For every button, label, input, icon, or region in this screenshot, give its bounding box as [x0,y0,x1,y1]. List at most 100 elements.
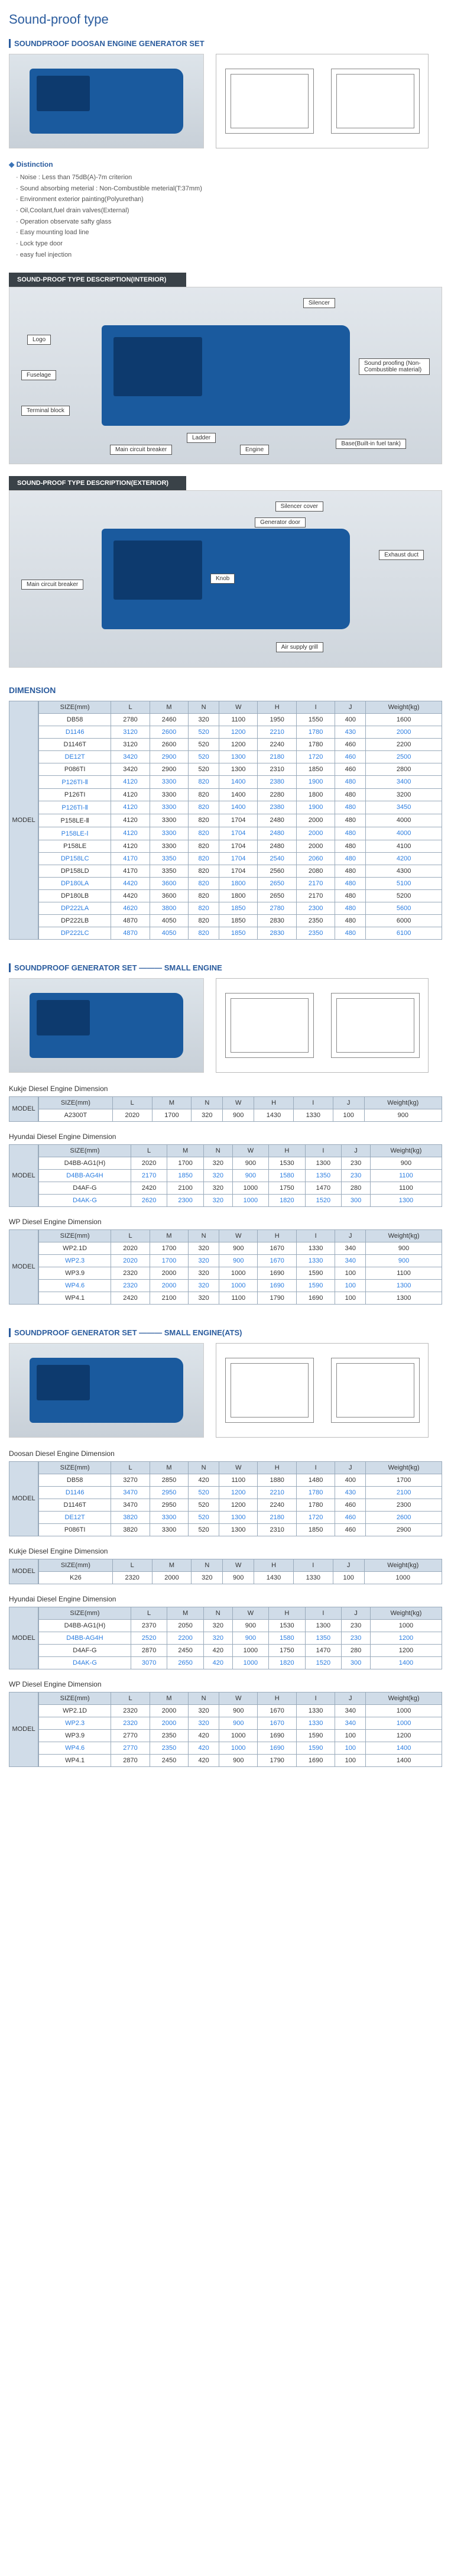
data-cell: 1590 [296,1279,335,1292]
data-cell: 2480 [258,827,296,840]
data-cell: 100 [335,1279,366,1292]
data-cell: 420 [189,1742,219,1754]
data-cell: 3300 [150,801,188,814]
data-cell: 1000 [232,1182,269,1194]
table-header: H [254,1559,294,1571]
data-cell: 4420 [111,889,150,902]
table-header: SIZE(mm) [39,701,111,713]
data-cell: 1690 [296,1754,335,1766]
schematic-side [225,69,314,134]
size-cell: D4BB-AG1(H) [39,1619,131,1632]
data-cell: 4120 [111,788,150,801]
data-cell: 320 [203,1619,232,1632]
table-header: N [203,1144,232,1157]
schematic-side-small [225,993,314,1058]
data-cell: 3400 [366,775,442,788]
size-cell: P086TI [39,763,111,775]
data-cell: 460 [335,763,366,775]
generator-illustration [30,69,183,134]
table-header: N [189,1461,219,1474]
data-cell: 2370 [131,1619,167,1632]
data-cell: 1330 [296,1704,335,1717]
table-row: D4AK-G307026504201000182015203001400 [39,1656,442,1669]
data-cell: 2780 [111,713,150,726]
table-header: Weight(kg) [364,1559,442,1571]
callout-mcb-ext: Main circuit breaker [21,580,83,590]
data-cell: 340 [335,1242,366,1254]
size-cell: P158LE-Ⅱ [39,814,111,827]
data-cell: 1704 [219,865,258,877]
table-header: N [192,1559,223,1571]
doosan-ats-wrap: MODEL SIZE(mm)LMNWHIJWeight(kg)DB5832702… [9,1461,442,1536]
size-cell: DB58 [39,1474,111,1486]
data-cell: 320 [203,1157,232,1169]
table-header: L [111,1229,150,1242]
data-cell: 4120 [111,801,150,814]
table-header: W [219,1692,258,1704]
data-cell: 4120 [111,827,150,840]
size-cell: D4AF-G [39,1182,131,1194]
size-cell: WP3.9 [39,1729,111,1742]
data-cell: 2000 [150,1279,188,1292]
data-cell: 2870 [111,1754,150,1766]
hyundai-header: Hyundai Diesel Engine Dimension [9,1132,442,1141]
data-cell: 820 [189,840,219,852]
data-cell: 1704 [219,827,258,840]
table-header: I [293,1096,333,1109]
data-cell: 2170 [131,1169,167,1182]
table-row: D4BB-AG4H21701850320900158013502301100 [39,1169,442,1182]
data-cell: 2080 [296,865,335,877]
data-cell: 4000 [366,827,442,840]
data-cell: 320 [203,1632,232,1644]
data-cell: 2000 [150,1267,188,1279]
data-cell: 230 [342,1157,371,1169]
distinction-item: Noise : Less than 75dB(A)-7m criterion [16,172,442,183]
data-cell: 820 [189,814,219,827]
data-cell: 1670 [258,1242,296,1254]
data-cell: 320 [192,1571,223,1584]
table-header: J [333,1559,364,1571]
data-cell: 820 [189,827,219,840]
data-cell: 100 [333,1571,364,1584]
distinction-header: Distinction [9,160,442,169]
table-header: W [223,1096,254,1109]
kukje-ats-wrap: MODEL SIZE(mm)LMNWHIJWeight(kg)K26232020… [9,1559,442,1584]
table-header: N [189,701,219,713]
data-cell: 2050 [167,1619,204,1632]
table-header: J [342,1144,371,1157]
data-cell: 2900 [150,763,188,775]
table-row: WP2.1D23202000320900167013303401000 [39,1704,442,1717]
data-cell: 4300 [366,865,442,877]
kukje-header: Kukje Diesel Engine Dimension [9,1085,442,1093]
size-cell: WP3.9 [39,1267,111,1279]
data-cell: 2900 [150,750,188,763]
data-cell: 2350 [296,914,335,927]
table-header: N [203,1607,232,1619]
table-header: Weight(kg) [366,1461,442,1474]
data-cell: 3300 [150,775,188,788]
kukje-ats-table: SIZE(mm)LMNWHIJWeight(kg)K26232020003209… [38,1559,442,1584]
size-cell: DB58 [39,713,111,726]
data-cell: 340 [335,1717,366,1729]
table-header: Weight(kg) [366,701,442,713]
table-row: D1146T347029505201200224017804602300 [39,1499,442,1511]
data-cell: 2320 [111,1279,150,1292]
size-cell: DP222LA [39,902,111,914]
data-cell: 2830 [258,927,296,939]
table-header: SIZE(mm) [39,1229,111,1242]
data-cell: 1850 [219,914,258,927]
table-row: P158LE-Ⅱ412033008201704248020004804000 [39,814,442,827]
data-cell: 1850 [167,1169,204,1182]
table-header: SIZE(mm) [39,1692,111,1704]
table-header: M [167,1607,204,1619]
data-cell: 2320 [111,1704,150,1717]
data-cell: 1000 [364,1571,442,1584]
data-cell: 1100 [219,1292,258,1304]
table-row: P126TI-Ⅱ412033008201400238019004803450 [39,801,442,814]
schematic-front-ats [331,1358,420,1423]
table-row: P158LE-Ⅰ412033008201704248020004804000 [39,827,442,840]
data-cell: 320 [189,1704,219,1717]
data-cell: 460 [335,738,366,750]
data-cell: 2020 [111,1254,150,1267]
product-photo [9,54,204,148]
